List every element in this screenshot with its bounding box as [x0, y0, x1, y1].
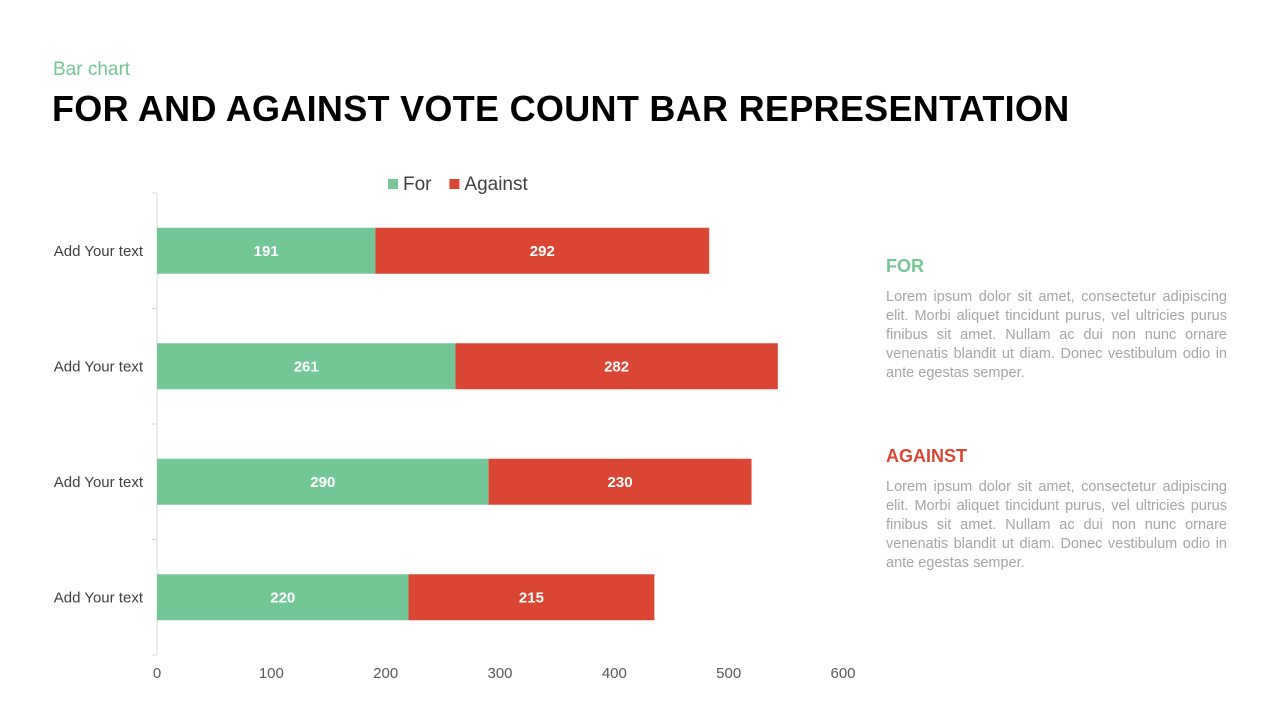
- data-label-for: 220: [270, 589, 295, 606]
- data-label-against: 230: [608, 474, 633, 491]
- legend-swatch-against: [449, 179, 460, 189]
- x-tick-label: 500: [716, 665, 741, 682]
- vote-bar-chart: Add Your text 191 292 Add Your text 261 282 Ad…: [54, 174, 856, 682]
- bar-for: [157, 343, 456, 390]
- data-label-against: 282: [604, 358, 629, 375]
- data-label-for: 290: [310, 474, 335, 491]
- legend-swatch-for: [388, 179, 398, 189]
- against-description-panel: AGAINST Lorem ipsum dolor sit amet, cons…: [886, 446, 1227, 573]
- x-tick-label: 600: [830, 665, 855, 682]
- for-description-panel: FOR Lorem ipsum dolor sit amet, consecte…: [886, 256, 1227, 383]
- x-tick-label: 100: [259, 665, 284, 682]
- data-label-for: 191: [254, 243, 279, 260]
- category-label: Add Your text: [54, 474, 144, 491]
- x-tick-label: 0: [153, 665, 161, 682]
- bar-against: [455, 343, 778, 390]
- bar-for: [157, 458, 489, 505]
- x-tick-label: 300: [487, 665, 512, 682]
- category-label: Add Your text: [54, 358, 144, 375]
- x-tick-label: 400: [602, 665, 627, 682]
- page-subtitle: Bar chart: [53, 59, 131, 80]
- data-label-against: 292: [530, 243, 555, 260]
- bar-for: [157, 574, 409, 621]
- legend-label-against: Against: [464, 174, 528, 195]
- x-tick-label: 200: [373, 665, 398, 682]
- bar-for: [157, 227, 376, 274]
- data-label-against: 215: [519, 589, 544, 606]
- against-heading: AGAINST: [886, 446, 967, 466]
- category-label: Add Your text: [54, 243, 144, 260]
- legend-label-for: For: [403, 174, 432, 195]
- against-description: Lorem ipsum dolor sit amet, consectetur …: [886, 479, 1227, 571]
- for-description: Lorem ipsum dolor sit amet, consectetur …: [886, 289, 1227, 381]
- bar-against: [408, 574, 655, 621]
- bar-against: [375, 227, 710, 274]
- page-title: FOR AND AGAINST VOTE COUNT BAR REPRESENT…: [52, 88, 1070, 129]
- bar-against: [488, 458, 752, 505]
- for-heading: FOR: [886, 256, 924, 276]
- data-label-for: 261: [294, 358, 319, 375]
- category-label: Add Your text: [54, 589, 144, 606]
